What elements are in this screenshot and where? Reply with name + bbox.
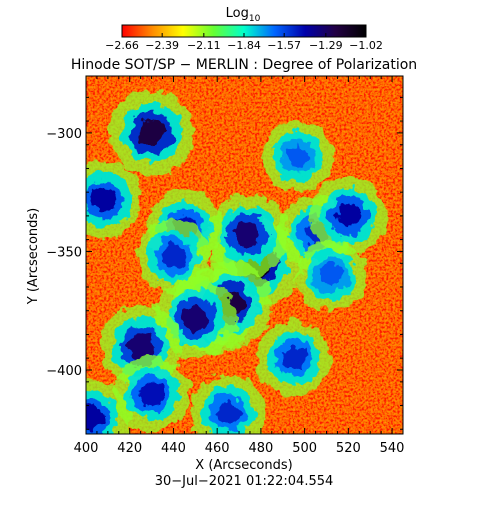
polarization-region-core	[234, 221, 261, 248]
polarization-region-core	[139, 381, 164, 406]
y-axis-label: Y (Arcseconds)	[26, 208, 41, 305]
x-tick-label: 520	[336, 441, 361, 456]
x-axis: 400 420 440 460 480 500 520 540	[74, 76, 405, 456]
polarization-region-core	[286, 145, 310, 168]
heatmap-regions	[86, 90, 388, 434]
polarization-region-core	[86, 405, 103, 430]
polarization-region-core	[127, 333, 154, 360]
chart-title: Hinode SOT/SP − MERLIN : Degree of Polar…	[71, 57, 417, 73]
x-tick-label: 420	[117, 441, 142, 456]
x-tick-label: 460	[205, 441, 230, 456]
heatmap-area	[86, 76, 403, 434]
x-axis-label: X (Arcseconds)	[195, 458, 292, 473]
colorbar-tick-label: −1.84	[227, 39, 261, 52]
polarization-region-core	[138, 119, 166, 147]
polarization-region-core	[216, 400, 240, 425]
polarization-region-core	[91, 186, 116, 212]
y-tick-label: −400	[46, 364, 82, 379]
polarization-region-core	[336, 203, 361, 229]
polarization-region-core	[161, 244, 186, 268]
colorbar-tick-label: −1.57	[267, 39, 301, 52]
colorbar-label: Log10	[226, 6, 261, 24]
colorbar-tick-label: −1.02	[349, 39, 383, 52]
x-tick-label: 500	[292, 441, 317, 456]
x-tick-label: 480	[248, 441, 273, 456]
colorbar-tick-label: −2.11	[187, 39, 221, 52]
y-axis: −300 −350 −400	[46, 96, 403, 430]
x-tick-label: 540	[380, 441, 405, 456]
colorbar-tick-label: −2.66	[105, 39, 139, 52]
y-tick-label: −350	[46, 245, 82, 260]
y-tick-label: −300	[46, 127, 82, 142]
colorbar-tick-label: −2.39	[145, 39, 179, 52]
colorbar-ticks: −2.66 −2.39 −2.11 −1.84 −1.57 −1.29 −1.02	[105, 33, 383, 52]
colorbar-tick-label: −1.29	[309, 39, 343, 52]
plot-frame	[85, 75, 404, 435]
polarization-region-core	[281, 346, 306, 370]
polarization-region-core	[319, 263, 343, 287]
x-tick-label: 440	[161, 441, 186, 456]
polarization-region-core	[182, 304, 209, 331]
timestamp: 30−Jul−2021 01:22:04.554	[155, 474, 334, 489]
x-tick-label: 400	[74, 441, 99, 456]
